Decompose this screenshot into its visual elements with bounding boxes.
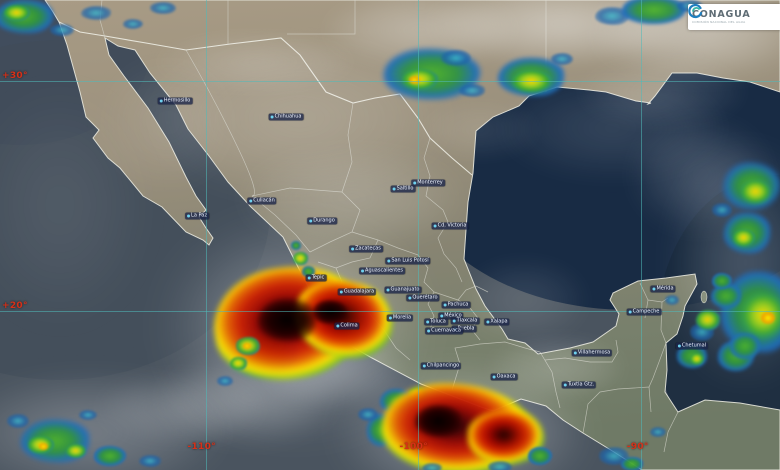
conagua-logo-icon — [688, 4, 703, 19]
conagua-logo: CONAGUA COMISIÓN NACIONAL DEL AGUA — [688, 4, 780, 30]
us-mexico-border — [58, 21, 473, 176]
conagua-logo-text: CONAGUA — [692, 9, 751, 21]
cozumel-island — [700, 290, 708, 304]
conagua-logo-subtitle: COMISIÓN NACIONAL DEL AGUA — [692, 19, 746, 24]
